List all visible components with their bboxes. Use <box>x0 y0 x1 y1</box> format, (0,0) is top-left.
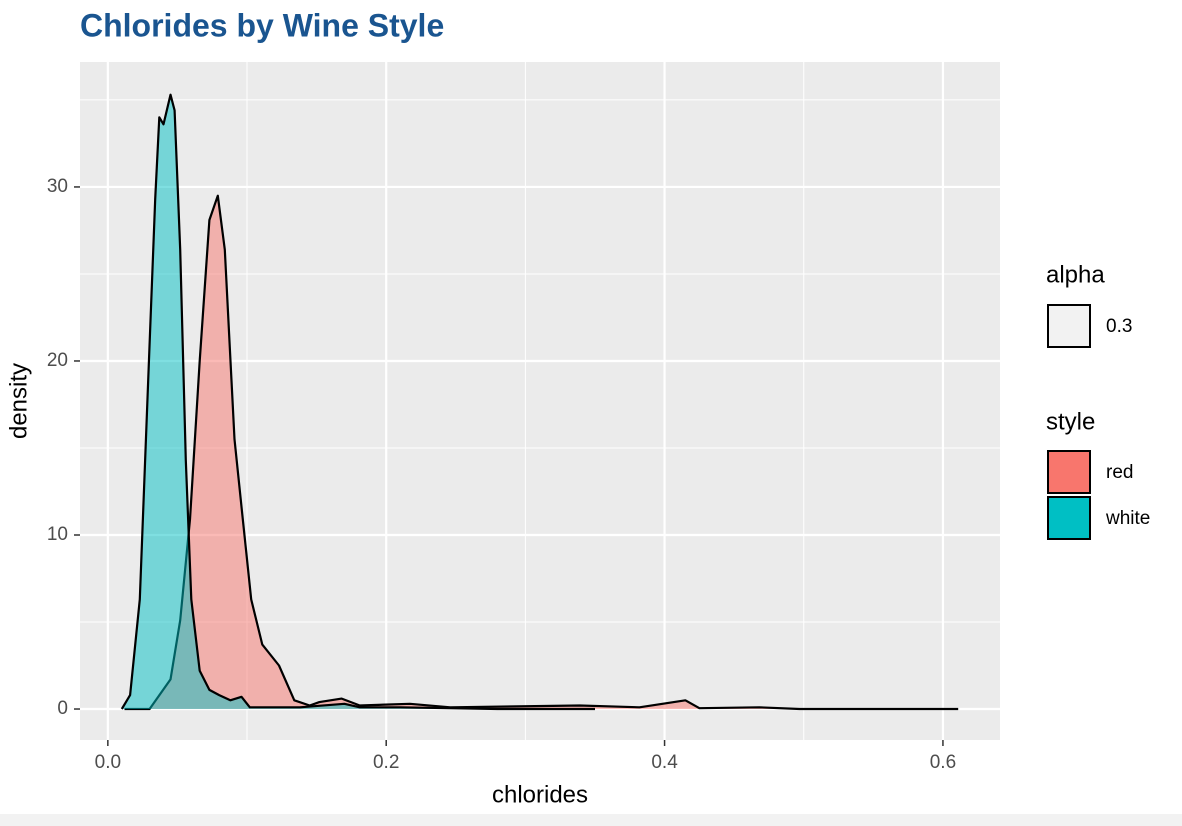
legend-key <box>1047 450 1091 494</box>
y-tick-label: 0 <box>57 698 68 719</box>
x-tick-label: 0.4 <box>651 752 678 773</box>
legend-label: red <box>1106 462 1133 483</box>
x-axis-title: chlorides <box>492 781 588 808</box>
legend-key <box>1047 496 1091 540</box>
density-area <box>121 94 595 710</box>
x-tick-label: 0.2 <box>373 752 399 773</box>
legend-title: style <box>1046 408 1095 435</box>
x-tick-label: 0.6 <box>930 752 956 773</box>
density-line <box>124 194 959 711</box>
density-line <box>120 93 595 711</box>
legend-label: white <box>1105 508 1150 529</box>
legend-key <box>1047 304 1091 348</box>
y-tick-label: 30 <box>47 176 68 197</box>
y-tick-label: 10 <box>47 524 68 545</box>
legend-title: alpha <box>1046 261 1105 288</box>
x-tick-label: 0.0 <box>95 752 121 773</box>
y-tick-label: 20 <box>47 350 68 371</box>
legend-label: 0.3 <box>1106 316 1132 337</box>
y-axis-title: density <box>5 363 32 439</box>
bottom-bar <box>0 814 1182 826</box>
chart-title: Chlorides by Wine Style <box>80 7 444 43</box>
